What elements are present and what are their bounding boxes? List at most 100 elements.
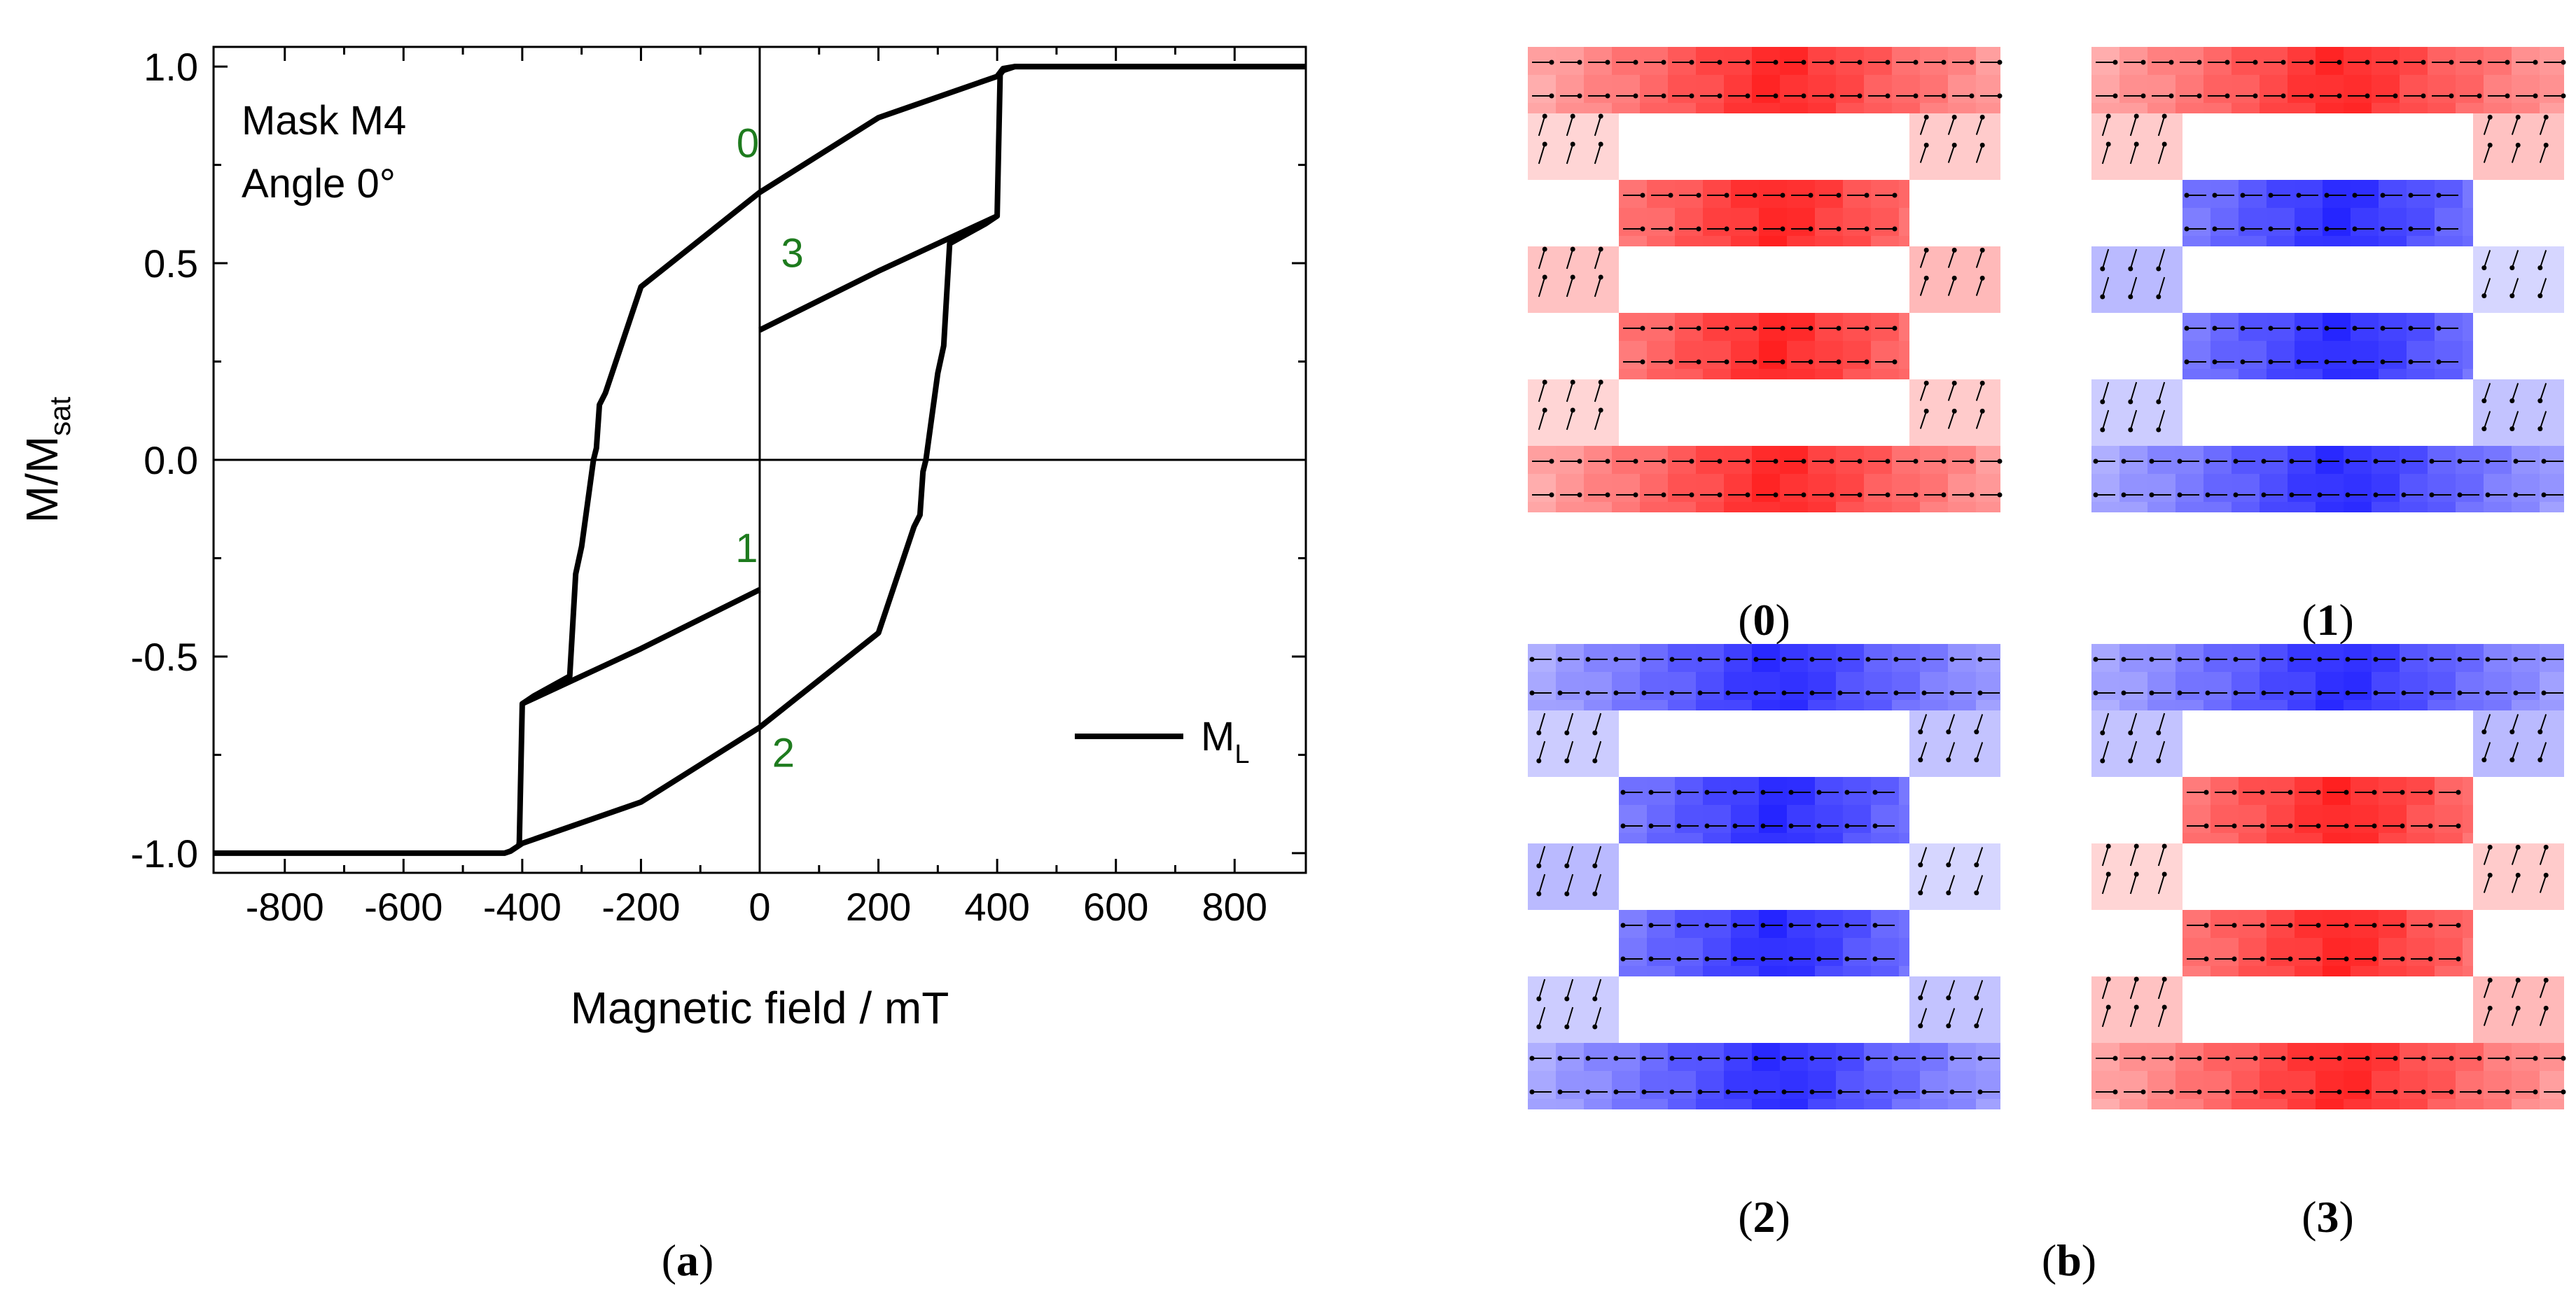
spin-arrowhead	[1592, 891, 1598, 897]
spin-arrowhead	[1570, 407, 1575, 413]
spin-arrow	[2157, 248, 2166, 269]
spin-arrow	[1975, 742, 1984, 760]
mag-cell	[1808, 1071, 1836, 1099]
mag-cell	[1808, 474, 1836, 502]
spin-arrow	[1919, 250, 1928, 268]
mag-cell	[2557, 766, 2564, 777]
mag-cell	[1612, 435, 1619, 446]
spin-arrowhead	[2112, 59, 2118, 65]
mag-cell	[2323, 805, 2351, 833]
mag-cell	[1965, 169, 1993, 180]
spin-arrow	[1975, 847, 1984, 865]
spin-arrowhead	[2337, 1056, 2342, 1061]
mag-cell	[2428, 103, 2456, 113]
spin-arrowhead	[2533, 1089, 2538, 1095]
mag-cell	[2175, 103, 2203, 113]
spin-arrowhead	[2344, 956, 2349, 962]
spin-arrowhead	[2240, 325, 2246, 331]
spin-arrow	[2157, 276, 2166, 297]
spin-arrowhead	[2133, 1004, 2139, 1010]
spin-arrowhead	[1697, 1089, 1703, 1095]
spin-arrowhead	[2112, 1056, 2118, 1061]
spin-arrow	[1919, 117, 1928, 135]
mag-cell	[2529, 766, 2557, 777]
mag-cell	[1528, 700, 1556, 710]
spin-arrow	[2129, 409, 2138, 430]
mag-cell	[1948, 1099, 1976, 1109]
mag-cell	[2512, 1071, 2540, 1099]
spin-arrow	[1919, 1008, 1928, 1026]
spin-arrowhead	[2168, 1056, 2174, 1061]
spin-arrow	[2483, 250, 2491, 268]
mag-cell	[2239, 805, 2267, 833]
mag-cell	[1556, 435, 1584, 446]
mag-cell	[1619, 966, 1647, 976]
mag-cell	[2260, 103, 2288, 113]
mag-cell	[2147, 502, 2175, 512]
spin-arrowhead	[1668, 359, 1673, 365]
spin-arrowhead	[2509, 426, 2515, 432]
mag-cell	[1752, 75, 1780, 103]
mag-cell	[2295, 208, 2323, 236]
mag-cell	[1808, 700, 1836, 710]
mag-cell	[2119, 1099, 2147, 1109]
spin-arrowhead	[1704, 923, 1710, 928]
mag-cell	[1612, 710, 1619, 738]
spin-arrowhead	[1951, 275, 1957, 281]
spin-arrowhead	[2240, 192, 2246, 198]
mag-cell	[2175, 871, 2182, 899]
spin-arrowhead	[1542, 379, 1547, 385]
x-tick-label: 200	[846, 885, 911, 929]
y-tick-label: -0.5	[131, 635, 199, 679]
spin-arrowhead	[2533, 1056, 2538, 1061]
spin-arrow	[1594, 979, 1602, 1000]
mag-cell	[1619, 369, 1647, 379]
mag-cell	[2344, 1099, 2372, 1109]
spin-arrow	[2101, 874, 2110, 895]
spin-arrowhead	[2345, 657, 2351, 662]
mag-cell	[1787, 805, 1815, 833]
spin-arrowhead	[2203, 956, 2209, 962]
mag-cell	[2175, 75, 2203, 103]
mag-cell	[2557, 738, 2564, 766]
spin-arrow	[2129, 979, 2138, 1000]
mag-cell	[1556, 103, 1584, 113]
mag-cell	[2182, 833, 2211, 843]
spin-arrowhead	[1605, 59, 1610, 65]
mag-cell	[1612, 379, 1619, 407]
mag-cell	[2435, 938, 2463, 966]
spin-arrowhead	[2261, 458, 2267, 464]
mag-cell	[2175, 407, 2182, 435]
annotation-mask: Mask M4	[242, 98, 406, 143]
mag-cell	[2295, 966, 2323, 976]
mag-cell	[1920, 1071, 1948, 1099]
spin-arrowhead	[1974, 890, 1979, 896]
mag-cell	[2428, 1099, 2456, 1109]
mag-cell	[2119, 899, 2147, 910]
mag-cell	[1815, 341, 1843, 369]
mag-cell	[2463, 777, 2473, 805]
mag-cell	[1993, 379, 2000, 407]
mag-cell	[2540, 474, 2564, 502]
spin-arrow	[2157, 713, 2166, 734]
spin-arrowhead	[2133, 871, 2139, 877]
x-tick-label: 600	[1083, 885, 1148, 929]
spin-arrow	[2483, 980, 2491, 998]
mag-cell	[1584, 302, 1612, 313]
mag-cell	[2091, 1099, 2119, 1109]
mag-cell	[1752, 1099, 1780, 1109]
mag-cell	[1836, 502, 1864, 512]
spin-arrowhead	[2128, 266, 2133, 272]
spin-arrowhead	[2401, 492, 2407, 498]
mag-cell	[1612, 871, 1619, 899]
spin-arrowhead	[2140, 93, 2146, 99]
spin-arrow	[1566, 381, 1574, 402]
mag-cell	[1612, 672, 1640, 700]
spin-arrowhead	[1592, 758, 1598, 764]
spin-arrowhead	[1829, 492, 1834, 498]
mag-cell	[2351, 341, 2379, 369]
mag-cell	[1584, 766, 1612, 777]
spin-arrowhead	[2100, 758, 2105, 764]
mag-cell	[1899, 369, 1909, 379]
mag-cell	[2323, 236, 2351, 246]
